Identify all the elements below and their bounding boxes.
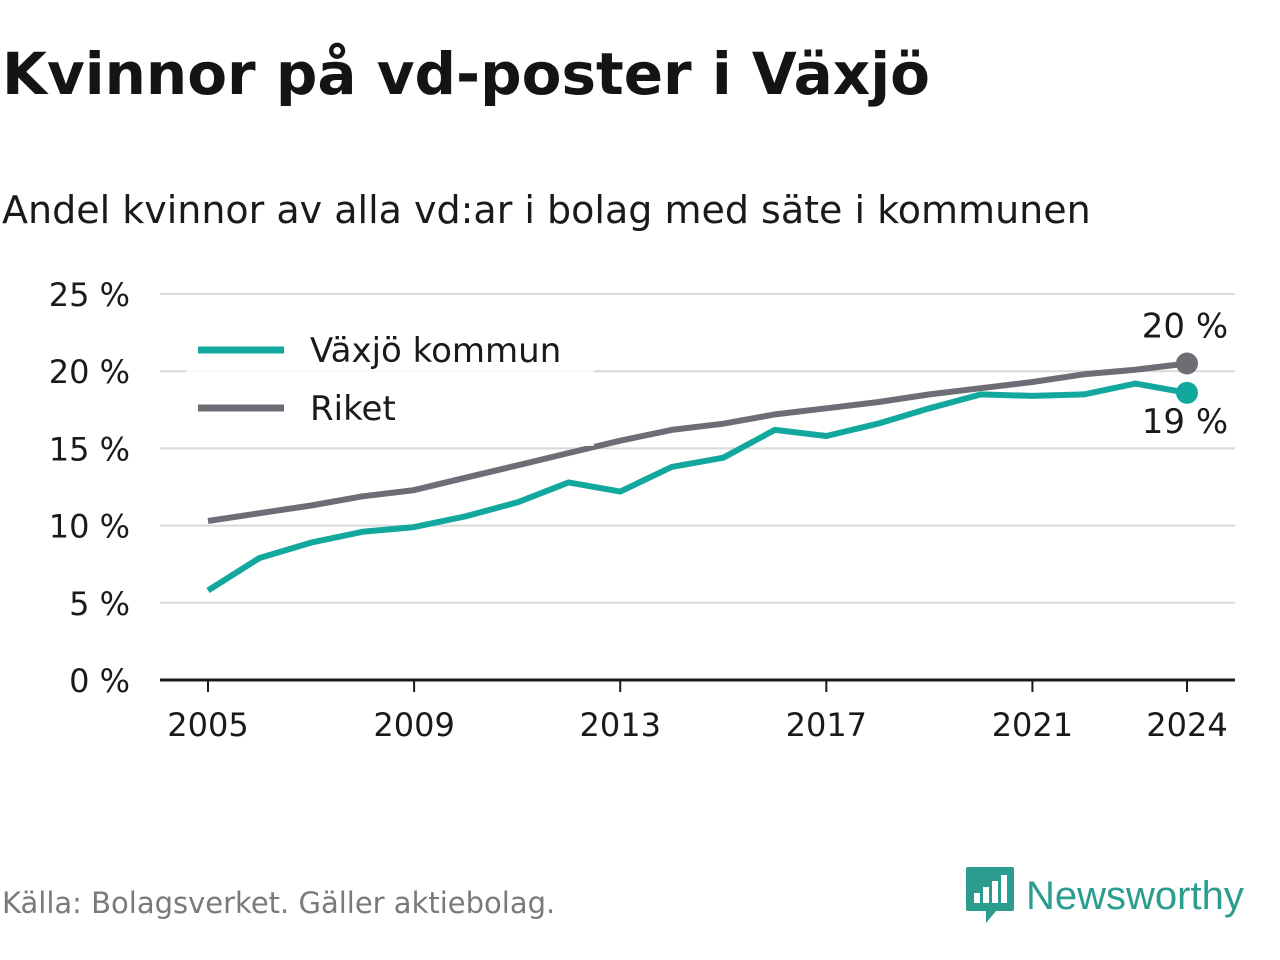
series-line-vaxjo (206, 380, 1188, 593)
x-tick-label: 2017 (786, 706, 867, 744)
series-line-riket (207, 360, 1188, 524)
end-label-riket: 20 % (1142, 306, 1228, 346)
x-tick-label: 2009 (373, 706, 454, 744)
y-tick-label: 10 % (49, 508, 130, 546)
x-axis: 2005 2009 2013 2017 2021 2024 (160, 678, 1235, 744)
x-tick-label: 2005 (167, 706, 248, 744)
legend-label: Riket (310, 389, 396, 429)
legend-label: Växjö kommun (310, 331, 561, 371)
chart-subtitle: Andel kvinnor av alla vd:ar i bolag med … (2, 188, 1091, 232)
end-label-vaxjo: 19 % (1142, 402, 1228, 442)
brand-logo[interactable]: Newsworthy (964, 864, 1244, 928)
x-tick-label: 2021 (992, 706, 1073, 744)
y-tick-label: 20 % (49, 353, 130, 391)
brand-name: Newsworthy (1026, 873, 1244, 918)
y-tick-label: 5 % (69, 585, 130, 623)
y-tick-label: 25 % (49, 276, 130, 314)
legend: Växjö kommun Riket (186, 328, 594, 446)
end-labels: 20 % 19 % (1142, 306, 1228, 441)
chart-title: Kvinnor på vd-poster i Växjö (2, 40, 930, 108)
line-chart: 0 %5 %10 %15 %20 %25 % 2005 2009 2013 2017 2… (49, 276, 1235, 744)
source-note: Källa: Bolagsverket. Gäller aktiebolag. (2, 886, 556, 920)
series-lines (206, 352, 1198, 593)
x-tick-label: 2013 (579, 706, 660, 744)
bar-chart-speech-bubble-icon (966, 867, 1014, 923)
y-tick-label: 15 % (49, 430, 130, 468)
x-tick-label: 2024 (1146, 706, 1227, 744)
series-end-point-riket (1176, 352, 1198, 375)
series-end-point-vaxjo (1176, 381, 1198, 404)
y-tick-label: 0 % (69, 662, 130, 700)
y-axis-ticks: 0 % 5 % 10 % 15 % 20 % 25 % (49, 276, 130, 700)
